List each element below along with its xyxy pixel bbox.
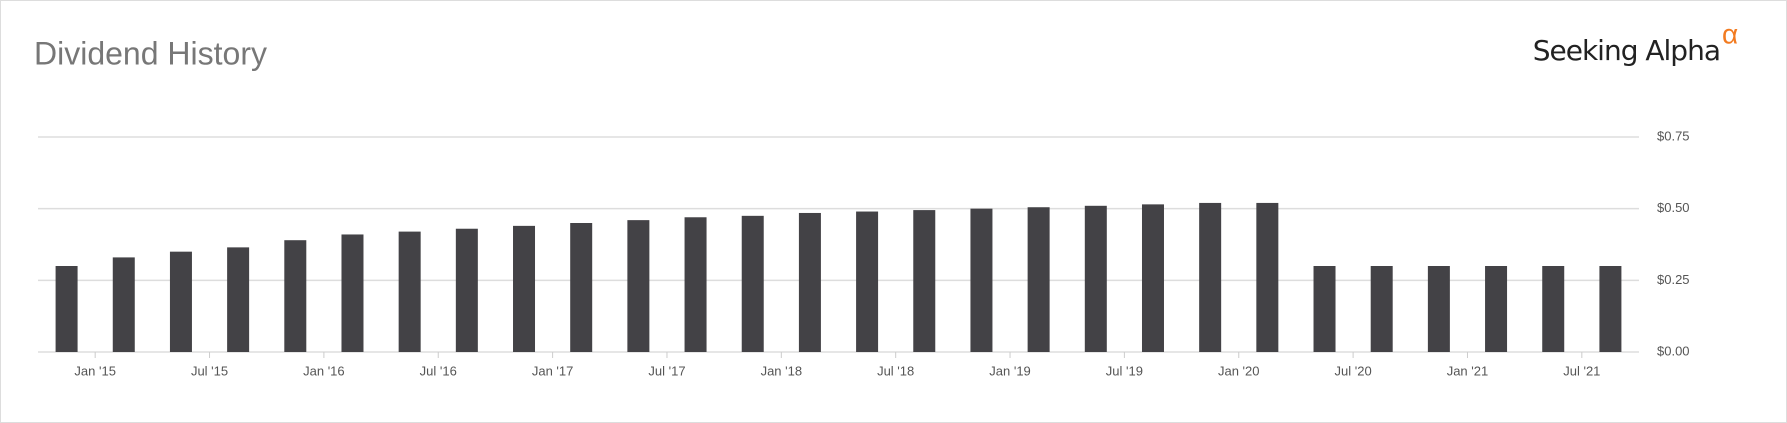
bar <box>398 231 421 352</box>
x-tick-label: Jul '16 <box>420 363 457 378</box>
bar <box>856 211 879 352</box>
bar <box>341 234 364 352</box>
bar <box>970 208 993 352</box>
bar <box>455 228 478 352</box>
bar <box>169 251 192 352</box>
x-tick-label: Jul '17 <box>648 363 685 378</box>
y-tick-label: $0.75 <box>1657 128 1690 143</box>
bar <box>1141 204 1164 352</box>
x-tick-label: Jul '21 <box>1563 363 1600 378</box>
bar <box>741 215 764 352</box>
bar <box>1370 266 1393 352</box>
bar <box>1199 202 1222 352</box>
x-tick-label: Jan '21 <box>1447 363 1489 378</box>
x-tick-label: Jan '18 <box>761 363 803 378</box>
x-tick-label: Jul '15 <box>191 363 228 378</box>
bar <box>1256 202 1279 352</box>
bar <box>913 210 936 352</box>
bar <box>112 257 135 352</box>
bar <box>798 212 821 352</box>
x-tick-label: Jan '20 <box>1218 363 1260 378</box>
bar <box>1027 207 1050 352</box>
x-tick-label: Jan '17 <box>532 363 574 378</box>
bar <box>55 266 78 352</box>
bar <box>1427 266 1450 352</box>
bar <box>227 247 250 352</box>
bar <box>1542 266 1565 352</box>
bar <box>1084 205 1107 352</box>
x-tick-label: Jul '19 <box>1106 363 1143 378</box>
logo: Seeking Alpha <box>1533 34 1720 67</box>
bar <box>284 240 307 352</box>
bar <box>513 225 536 352</box>
x-tick-label: Jan '19 <box>989 363 1031 378</box>
y-tick-label: $0.00 <box>1657 343 1690 358</box>
bar <box>570 223 593 352</box>
y-tick-label: $0.25 <box>1657 272 1690 287</box>
x-tick-label: Jul '20 <box>1335 363 1372 378</box>
bar <box>1485 266 1508 352</box>
chart-title: Dividend History <box>34 35 267 71</box>
x-tick-label: Jan '16 <box>303 363 345 378</box>
bar <box>684 217 707 352</box>
x-tick-label: Jan '15 <box>74 363 116 378</box>
bar <box>1599 266 1622 352</box>
y-tick-label: $0.50 <box>1657 200 1690 215</box>
bar <box>627 220 650 352</box>
logo-mark: α <box>1722 18 1738 49</box>
bar <box>1313 266 1336 352</box>
x-tick-label: Jul '18 <box>877 363 914 378</box>
